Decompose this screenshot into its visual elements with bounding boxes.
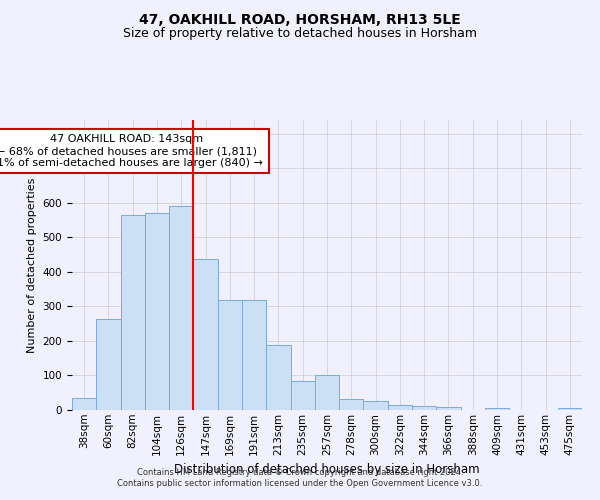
- Bar: [193, 259, 218, 410]
- Bar: [266, 345, 290, 410]
- Bar: [145, 212, 169, 410]
- Text: Size of property relative to detached houses in Horsham: Size of property relative to detached ho…: [123, 28, 477, 40]
- Bar: [558, 408, 582, 410]
- X-axis label: Distribution of detached houses by size in Horsham: Distribution of detached houses by size …: [174, 463, 480, 476]
- Y-axis label: Number of detached properties: Number of detached properties: [27, 178, 37, 352]
- Bar: [339, 398, 364, 410]
- Text: Contains HM Land Registry data © Crown copyright and database right 2024.
Contai: Contains HM Land Registry data © Crown c…: [118, 468, 482, 487]
- Bar: [96, 318, 121, 410]
- Bar: [121, 215, 145, 410]
- Bar: [169, 206, 193, 410]
- Bar: [436, 406, 461, 410]
- Bar: [315, 376, 339, 410]
- Bar: [72, 398, 96, 410]
- Bar: [242, 300, 266, 410]
- Text: 47, OAKHILL ROAD, HORSHAM, RH13 5LE: 47, OAKHILL ROAD, HORSHAM, RH13 5LE: [139, 12, 461, 26]
- Bar: [218, 300, 242, 410]
- Bar: [485, 408, 509, 410]
- Bar: [364, 400, 388, 410]
- Bar: [412, 406, 436, 410]
- Bar: [388, 405, 412, 410]
- Text: 47 OAKHILL ROAD: 143sqm
← 68% of detached houses are smaller (1,811)
31% of semi: 47 OAKHILL ROAD: 143sqm ← 68% of detache…: [0, 134, 263, 168]
- Bar: [290, 380, 315, 410]
